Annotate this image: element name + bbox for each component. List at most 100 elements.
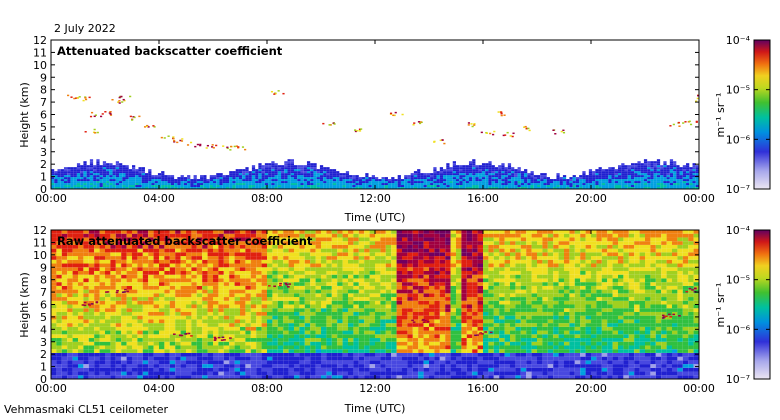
heatmap-cell <box>88 244 95 249</box>
heatmap-cell <box>684 121 687 123</box>
heatmap-cell <box>478 185 482 188</box>
heatmap-cell <box>196 143 199 146</box>
heatmap-cell <box>51 304 57 309</box>
heatmap-cell <box>169 367 176 372</box>
heatmap-cell <box>99 293 105 298</box>
heatmap-cell <box>342 244 348 249</box>
heatmap-cell <box>478 183 482 186</box>
heatmap-cell <box>51 263 57 268</box>
heatmap-cell <box>391 179 395 182</box>
heatmap-cell <box>321 341 327 346</box>
heatmap-cell <box>132 237 138 242</box>
heatmap-cell <box>191 356 197 361</box>
heatmap-cell <box>99 330 105 335</box>
heatmap-cell <box>288 375 294 379</box>
heatmap-cell <box>277 183 282 186</box>
heatmap-cell <box>213 349 219 353</box>
heatmap-cell <box>112 181 116 184</box>
heatmap-cell <box>83 352 89 357</box>
heatmap-cell <box>180 349 186 353</box>
heatmap-cell <box>137 338 143 342</box>
heatmap-cell <box>132 326 138 331</box>
heatmap-cell <box>237 146 240 148</box>
heatmap-cell <box>304 244 311 249</box>
heatmap-cell <box>272 330 278 335</box>
heatmap-cell <box>142 233 149 238</box>
heatmap-cell <box>164 256 170 260</box>
heatmap-cell <box>299 334 305 339</box>
heatmap-cell <box>250 330 257 335</box>
heatmap-cell <box>342 274 348 279</box>
heatmap-cell <box>202 256 208 260</box>
heatmap-cell <box>326 319 332 324</box>
heatmap-cell <box>375 352 381 357</box>
heatmap-cell <box>310 293 316 298</box>
heatmap-cell <box>83 270 89 275</box>
heatmap-cell <box>135 171 139 174</box>
heatmap-cell <box>207 341 213 346</box>
heatmap-cell <box>478 167 482 170</box>
heatmap-cell <box>656 181 661 184</box>
heatmap-cell <box>304 308 311 312</box>
heatmap-cell <box>57 169 61 172</box>
heatmap-cell <box>151 177 155 180</box>
heatmap-cell <box>250 263 257 268</box>
heatmap-cell <box>180 285 186 290</box>
heatmap-cell <box>283 326 289 331</box>
heatmap-cell <box>88 334 95 339</box>
heatmap-cell <box>72 278 78 283</box>
heatmap-cell <box>331 364 338 368</box>
heatmap-cell <box>126 289 132 294</box>
heatmap-cell <box>353 323 359 327</box>
heatmap-cell <box>385 323 392 327</box>
heatmap-cell <box>491 165 495 168</box>
heatmap-cell <box>261 241 267 245</box>
heatmap-cell <box>180 181 184 184</box>
heatmap-cell <box>148 352 154 357</box>
heatmap-cell <box>491 169 495 172</box>
heatmap-cell <box>213 177 217 180</box>
heatmap-cell <box>225 177 230 180</box>
heatmap-cell <box>284 185 288 188</box>
heatmap-cell <box>337 345 343 350</box>
heatmap-cell <box>489 132 492 135</box>
heatmap-cell <box>385 244 392 249</box>
heatmap-cell <box>161 181 165 184</box>
heatmap-cell <box>223 270 230 275</box>
heatmap-cell <box>356 130 359 132</box>
heatmap-cell <box>196 256 203 260</box>
heatmap-cell <box>196 356 203 361</box>
heatmap-cell <box>56 319 62 324</box>
heatmap-cell <box>605 181 609 184</box>
heatmap-cell <box>643 161 648 164</box>
heatmap-cell <box>319 181 324 184</box>
heatmap-cell <box>299 308 305 312</box>
heatmap-cell <box>267 263 273 268</box>
heatmap-cell <box>83 244 89 249</box>
heatmap-cell <box>653 185 657 188</box>
heatmap-cell <box>86 171 90 174</box>
heatmap-cell <box>385 352 392 357</box>
heatmap-cell <box>326 311 332 316</box>
heatmap-cell <box>245 169 249 172</box>
heatmap-cell <box>331 338 338 342</box>
heatmap-cell <box>380 334 386 339</box>
heatmap-cell <box>611 177 615 180</box>
heatmap-cell <box>470 123 473 125</box>
heatmap-cell <box>514 179 518 182</box>
heatmap-cell <box>67 173 71 176</box>
heatmap-cell <box>686 171 690 174</box>
heatmap-cell <box>99 230 105 234</box>
heatmap-cell <box>202 338 208 342</box>
heatmap-cell <box>67 278 73 283</box>
heatmap-cell <box>99 326 105 331</box>
heatmap-cell <box>288 349 294 353</box>
heatmap-cell <box>105 360 111 365</box>
heatmap-cell <box>94 259 100 264</box>
heatmap-cell <box>660 177 664 180</box>
heatmap-cell <box>229 304 235 309</box>
heatmap-cell <box>337 252 343 257</box>
heatmap-cell <box>494 175 499 178</box>
heatmap-cell <box>258 181 262 184</box>
heatmap-cell <box>439 139 442 142</box>
